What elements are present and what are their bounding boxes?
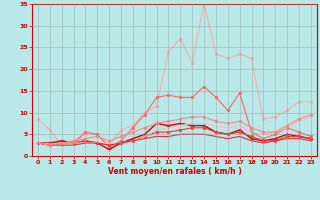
X-axis label: Vent moyen/en rafales ( km/h ): Vent moyen/en rafales ( km/h ) (108, 167, 241, 176)
